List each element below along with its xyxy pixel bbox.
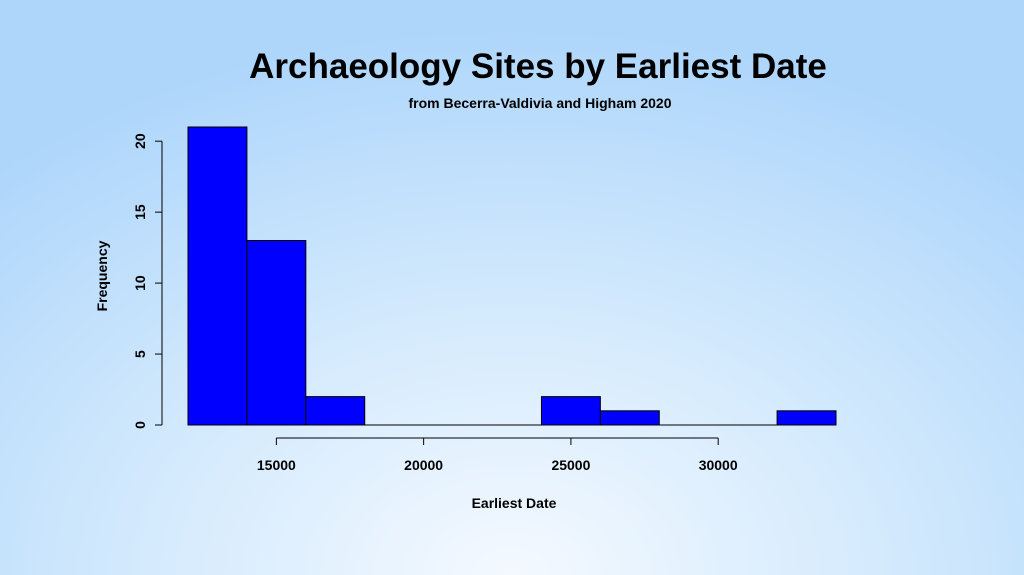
y-tick-label: 20	[132, 133, 148, 149]
y-axis-label: Frequency	[94, 240, 110, 311]
y-axis: 0 5 10 15 20	[132, 133, 163, 429]
bars-group	[187, 126, 837, 426]
chart-title: Archaeology Sites by Earliest Date	[249, 47, 827, 86]
histogram-bar	[246, 240, 307, 426]
chart-subtitle: from Becerra-Valdivia and Higham 2020	[409, 95, 672, 111]
histogram-bar	[599, 410, 660, 426]
y-tick-label: 15	[132, 204, 148, 220]
histogram-bar	[187, 126, 248, 426]
y-tick-label: 0	[132, 421, 148, 429]
x-axis: 15000 20000 25000 30000	[257, 437, 738, 473]
x-tick-label: 25000	[551, 457, 590, 473]
histogram-bar	[540, 396, 601, 426]
x-tick-label: 20000	[404, 457, 443, 473]
x-axis-label: Earliest Date	[472, 495, 557, 511]
x-tick-label: 15000	[257, 457, 296, 473]
x-tick-label: 30000	[699, 457, 738, 473]
histogram-bar	[776, 410, 837, 426]
histogram-bar	[305, 396, 366, 426]
y-tick-label: 10	[132, 275, 148, 291]
y-tick-label: 5	[132, 350, 148, 358]
